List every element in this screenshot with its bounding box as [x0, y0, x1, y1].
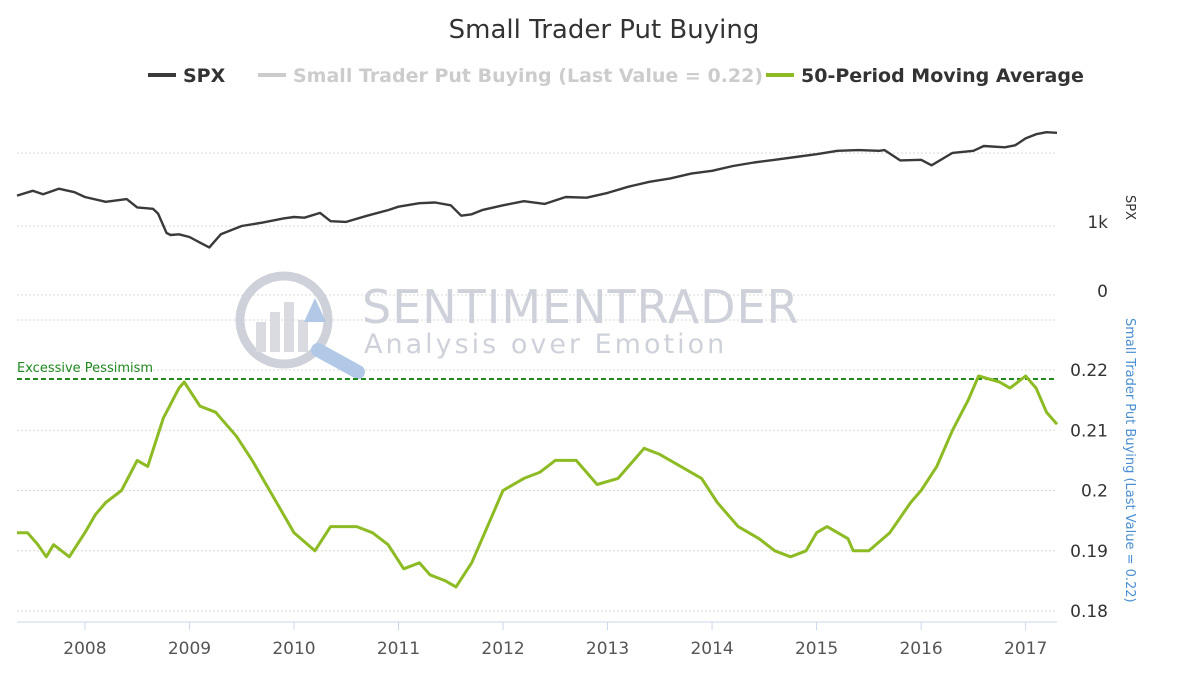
chart-title: Small Trader Put Buying [449, 15, 760, 45]
upper-y-axis-ticks: 1k 0 [1087, 213, 1108, 302]
lower-y-tick-label: 0.18 [1070, 602, 1108, 622]
spx-series-line [16, 131, 1058, 249]
lower-y-tick-label: 0.19 [1070, 542, 1108, 562]
upper-y-axis-title: SPX [1122, 195, 1137, 220]
watermark-handle-icon [311, 343, 365, 379]
watermark-bar-icon [284, 302, 294, 352]
watermark-logo-icon [235, 271, 333, 369]
legend-label-spx: SPX [183, 65, 226, 87]
watermark-bar-icon [298, 320, 308, 352]
x-tick-label: 2009 [168, 639, 211, 659]
x-tick-label: 2012 [481, 639, 524, 659]
legend-label-moving-average: 50-Period Moving Average [801, 65, 1084, 87]
watermark-tagline: Analysis over Emotion [364, 329, 727, 360]
lower-y-axis-title: Small Trader Put Buying (Last Value = 0.… [1122, 318, 1137, 603]
moving-average-series-line [17, 374, 1059, 589]
lower-y-tick-label: 0.21 [1070, 421, 1108, 441]
lower-y-axis-ticks: 0.18 0.19 0.2 0.21 0.22 [1070, 361, 1108, 622]
watermark-bar-icon [256, 322, 266, 352]
x-tick-label: 2008 [63, 639, 106, 659]
grid-lines [17, 152, 1057, 612]
lower-y-tick-label: 0.22 [1070, 361, 1108, 381]
x-tick-label: 2015 [795, 639, 838, 659]
legend: SPX Small Trader Put Buying (Last Value … [148, 65, 1084, 87]
x-tick-label: 2016 [899, 639, 942, 659]
x-tick-label: 2017 [1004, 639, 1047, 659]
watermark-arrow-icon [304, 298, 326, 322]
x-tick-label: 2014 [690, 639, 733, 659]
x-axis-ticks: 2008 2009 2010 2011 2012 2013 2014 2015 2016 2017 [63, 622, 1047, 659]
watermark-brand: SENTIMENTRADER [362, 280, 800, 334]
upper-y-tick-label: 1k [1087, 213, 1108, 233]
legend-item-spx[interactable]: SPX [148, 65, 226, 87]
x-tick-label: 2011 [377, 639, 420, 659]
lower-y-tick-label: 0.2 [1081, 482, 1108, 502]
legend-label-put-buying: Small Trader Put Buying (Last Value = 0.… [293, 65, 763, 87]
legend-item-moving-average[interactable]: 50-Period Moving Average [766, 65, 1084, 87]
x-tick-label: 2010 [272, 639, 315, 659]
watermark: SENTIMENTRADER Analysis over Emotion [235, 271, 800, 379]
legend-item-put-buying[interactable]: Small Trader Put Buying (Last Value = 0.… [258, 65, 763, 87]
upper-y-tick-label: 0 [1097, 282, 1108, 302]
threshold-label: Excessive Pessimism [17, 361, 153, 376]
threshold: Excessive Pessimism [17, 361, 1057, 381]
watermark-bar-icon [270, 312, 280, 352]
x-tick-label: 2013 [586, 639, 629, 659]
